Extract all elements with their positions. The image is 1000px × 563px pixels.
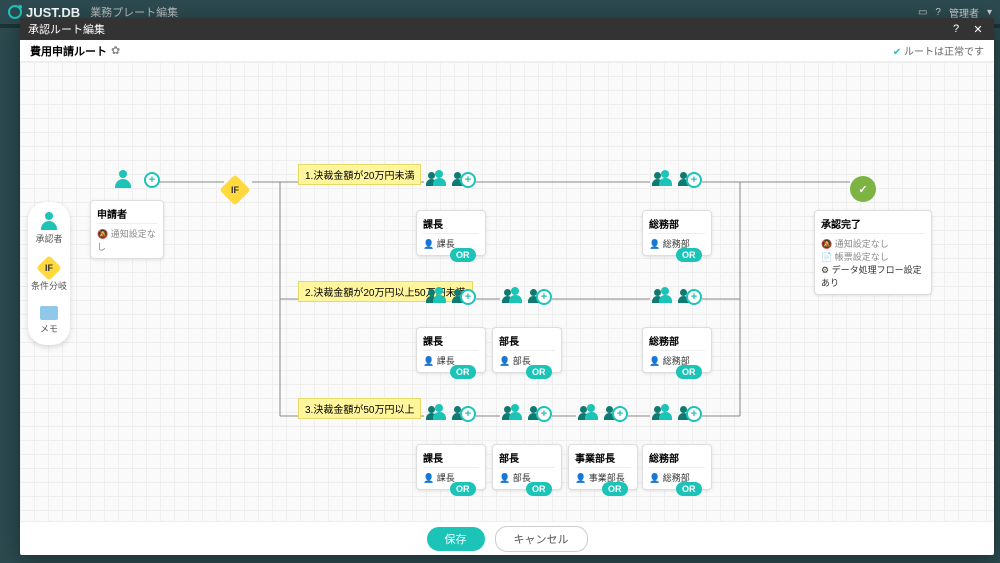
end-node: ✓ [850, 176, 876, 202]
approver-card-1-0[interactable]: 課長👤 課長 [416, 327, 486, 373]
add-after-2-3[interactable]: + [686, 406, 702, 422]
approver-card-1-1[interactable]: 部長👤 部長 [492, 327, 562, 373]
approver-icon-2-1[interactable] [502, 404, 528, 424]
approver-icon-1-2[interactable] [652, 287, 678, 307]
palette-approver[interactable]: 承認者 [35, 212, 62, 245]
add-after-start[interactable]: + [144, 172, 160, 188]
approver-card-2-0[interactable]: 課長👤 課長 [416, 444, 486, 490]
approver-icon-1-0[interactable] [426, 287, 452, 307]
route-editor-modal: 承認ルート編集 ? ✕ 費用申請ルート ✿ ✔ ルートは正常です 承認者 IF … [20, 18, 994, 555]
condition-label-1[interactable]: 1.決裁金額が20万円未満 [298, 164, 421, 185]
approver-icon-0-0[interactable] [426, 170, 452, 190]
approver-icon-2-2[interactable] [578, 404, 604, 424]
help-top-icon[interactable]: ? [935, 7, 941, 18]
approver-card-0-1[interactable]: 総務部👤 総務部 [642, 210, 712, 256]
or-badge-0-0: OR [450, 248, 476, 262]
add-after-0-0[interactable]: + [460, 172, 476, 188]
or-badge-1-0: OR [450, 365, 476, 379]
modal-footer: 保存 キャンセル [20, 521, 994, 555]
approver-card-2-2[interactable]: 事業部長👤 事業部長 [568, 444, 638, 490]
or-badge-2-2: OR [602, 482, 628, 496]
approver-card-1-2[interactable]: 総務部👤 総務部 [642, 327, 712, 373]
route-name: 費用申請ルート [30, 43, 107, 59]
check-ok-icon: ✔ [893, 47, 901, 58]
if-node[interactable]: IF [224, 179, 246, 201]
add-after-2-2[interactable]: + [612, 406, 628, 422]
or-badge-1-1: OR [526, 365, 552, 379]
or-badge-1-2: OR [676, 365, 702, 379]
approver-icon-1-1[interactable] [502, 287, 528, 307]
approver-icon-2-3[interactable] [652, 404, 678, 424]
logo-icon [8, 5, 22, 19]
add-after-0-1[interactable]: + [686, 172, 702, 188]
chevron-down-icon[interactable]: ▾ [987, 7, 992, 18]
gear-icon[interactable]: ✿ [111, 44, 120, 57]
start-node[interactable] [106, 170, 132, 188]
approver-card-2-3[interactable]: 総務部👤 総務部 [642, 444, 712, 490]
condition-label-3[interactable]: 3.決裁金額が50万円以上 [298, 398, 421, 419]
approver-card-2-1[interactable]: 部長👤 部長 [492, 444, 562, 490]
add-after-1-1[interactable]: + [536, 289, 552, 305]
palette-condition[interactable]: IF 条件分岐 [31, 259, 67, 292]
add-after-2-1[interactable]: + [536, 406, 552, 422]
notify-icon[interactable]: ▭ [918, 7, 927, 18]
cancel-button[interactable]: キャンセル [495, 526, 588, 552]
modal-header: 承認ルート編集 ? ✕ [20, 18, 994, 40]
start-card[interactable]: 申請者🔕 通知設定なし [90, 200, 164, 259]
end-card[interactable]: 承認完了🔕 通知設定なし📄 帳票設定なし⚙ データ処理フロー設定あり [814, 210, 932, 295]
add-after-1-0[interactable]: + [460, 289, 476, 305]
or-badge-2-0: OR [450, 482, 476, 496]
approver-icon-0-1[interactable] [652, 170, 678, 190]
modal-title: 承認ルート編集 [28, 21, 105, 37]
node-palette: 承認者 IF 条件分岐 メモ [28, 202, 70, 345]
save-button[interactable]: 保存 [427, 527, 485, 551]
or-badge-0-1: OR [676, 248, 702, 262]
close-icon[interactable]: ✕ [970, 21, 986, 37]
add-after-1-2[interactable]: + [686, 289, 702, 305]
help-icon[interactable]: ? [948, 21, 964, 37]
palette-memo[interactable]: メモ [40, 306, 58, 335]
approver-icon-2-0[interactable] [426, 404, 452, 424]
route-info-bar: 費用申請ルート ✿ ✔ ルートは正常です [20, 40, 994, 62]
approver-card-0-0[interactable]: 課長👤 課長 [416, 210, 486, 256]
route-status: ✔ ルートは正常です [893, 43, 984, 58]
flow-canvas[interactable]: 承認者 IF 条件分岐 メモ + 申請者🔕 通知設定なし IF 1.決裁金額が20万円… [20, 62, 994, 521]
add-after-2-0[interactable]: + [460, 406, 476, 422]
or-badge-2-3: OR [676, 482, 702, 496]
or-badge-2-1: OR [526, 482, 552, 496]
